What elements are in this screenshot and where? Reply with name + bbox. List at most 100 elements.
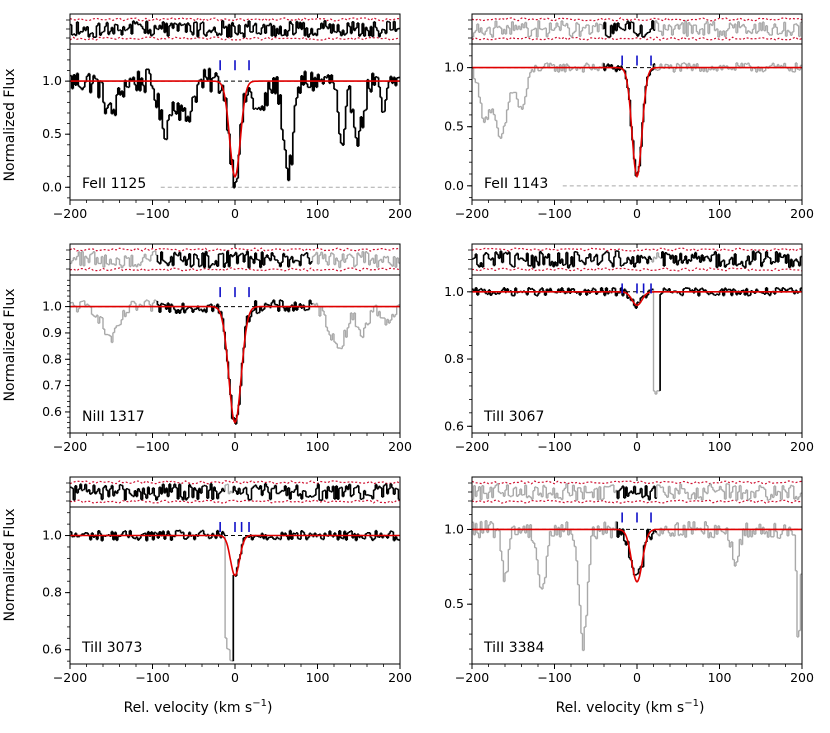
x-tick-label: −100	[537, 439, 571, 454]
residual-error-band	[70, 480, 400, 485]
residual-plot	[472, 17, 802, 41]
x-axis-unit: (km s	[213, 700, 252, 716]
flux-masked	[472, 62, 802, 139]
x-tick-label: −200	[455, 670, 489, 685]
x-axis-unit-close: )	[699, 700, 704, 716]
x-axis-unit-exponent: −1	[684, 698, 699, 709]
residual-plot	[472, 480, 802, 504]
x-tick-label: 100	[708, 439, 732, 454]
panel-1: −200 −100 0 100 200 0.0 0.5 1.0 FeII 1125	[42, 13, 412, 221]
model-fit-line	[70, 80, 400, 179]
main-plot	[70, 521, 400, 662]
residual-error-band	[70, 247, 400, 252]
panel-6: −200 −100 0 100 200 0.5 1.0 TiII 3384	[444, 476, 814, 685]
residual-plot	[472, 247, 802, 272]
flux-masked	[224, 534, 234, 662]
y-tick-label: 0.5	[42, 126, 62, 141]
x-tick-label: 0	[633, 439, 641, 454]
residual-error-band	[472, 267, 802, 272]
panel-5: −200 −100 0 100 200 0.6 0.8 1.0 TiII 3073	[42, 476, 412, 685]
x-axis-label-right: Rel. velocity (km s−1)	[556, 698, 705, 716]
ion-label: FeII 1143	[484, 176, 548, 192]
x-tick-label: 0	[633, 670, 641, 685]
ion-label: TiII 3073	[81, 640, 142, 656]
x-tick-label: 200	[388, 439, 412, 454]
residual-masked	[472, 483, 802, 501]
x-tick-label: −100	[537, 670, 571, 685]
panel-4: −200 −100 0 100 200 0.6 0.8 1.0 TiII 3067	[444, 243, 814, 454]
model-fit-line	[472, 528, 802, 583]
x-tick-label: −100	[135, 670, 169, 685]
residual-masked	[651, 252, 662, 263]
model-fit-line	[70, 534, 400, 577]
x-tick-label: −200	[53, 439, 87, 454]
x-axis-unit-exponent: −1	[252, 698, 267, 709]
flux-masked	[652, 289, 661, 395]
model-fit-line	[472, 291, 802, 307]
residual-error-band	[70, 17, 400, 22]
y-axis-label-bottom: Normalized Flux	[2, 509, 18, 622]
ion-label: TiII 3384	[483, 640, 544, 656]
x-axis-label-left: Rel. velocity (km s−1)	[124, 698, 273, 716]
residual-data	[603, 20, 656, 38]
x-tick-label: −200	[455, 206, 489, 221]
y-axis-label-middle: Normalized Flux	[2, 289, 18, 402]
residual-error-band	[472, 36, 802, 41]
residual-masked	[472, 20, 802, 38]
residual-data	[70, 483, 400, 501]
x-tick-label: 0	[633, 206, 641, 221]
x-tick-label: 0	[231, 206, 239, 221]
residual-plot	[70, 480, 400, 504]
x-tick-label: 100	[306, 670, 330, 685]
x-tick-label: −100	[135, 206, 169, 221]
residual-error-band	[472, 247, 802, 252]
main-plot	[472, 283, 802, 395]
x-axis-unit: (km s	[645, 700, 684, 716]
x-tick-label: 100	[708, 206, 732, 221]
y-tick-label: 1.0	[444, 60, 464, 75]
residual-data	[472, 250, 802, 269]
x-tick-label: −100	[135, 439, 169, 454]
flux-masked	[472, 520, 802, 652]
main-plot	[472, 55, 802, 187]
y-tick-label: 1.0	[444, 284, 464, 299]
x-tick-label: −200	[53, 670, 87, 685]
y-tick-label: 0.6	[444, 418, 464, 433]
y-tick-label: 1.0	[42, 528, 62, 543]
residual-error-band	[472, 480, 802, 485]
ion-label: TiII 3067	[483, 409, 544, 425]
y-tick-label: 0.5	[444, 596, 464, 611]
y-tick-label: 0.5	[444, 119, 464, 134]
residual-error-band	[472, 17, 802, 22]
residual-error-band	[70, 267, 400, 272]
ion-label: NiII 1317	[82, 409, 145, 425]
flux-data	[70, 67, 400, 189]
residual-error-band	[70, 36, 400, 41]
x-tick-label: 100	[708, 670, 732, 685]
x-axis-unit-close: )	[267, 700, 272, 716]
main-plot	[472, 512, 802, 652]
y-tick-label: 1.0	[42, 299, 62, 314]
y-axis-label-top: Normalized Flux	[2, 69, 18, 182]
y-tick-label: 0.0	[444, 178, 464, 193]
residual-data	[70, 20, 400, 38]
residual-plot	[70, 17, 400, 41]
x-tick-label: 100	[306, 206, 330, 221]
residual-data	[156, 250, 313, 269]
model-fit-line	[70, 305, 400, 424]
y-tick-label: 0.8	[42, 585, 62, 600]
panels-group: −200 −100 0 100 200 0.0 0.5 1.0 FeII 1125 −200 −10…	[42, 13, 814, 685]
residual-error-band	[70, 499, 400, 504]
panel-2: −200 −100 0 100 200 0.0 0.5 1.0 FeII 1143	[444, 13, 814, 221]
main-plot	[70, 60, 400, 189]
x-tick-label: 200	[790, 206, 814, 221]
x-tick-label: −200	[455, 439, 489, 454]
x-tick-label: 0	[231, 439, 239, 454]
x-tick-label: −200	[53, 206, 87, 221]
x-tick-label: 200	[790, 670, 814, 685]
model-fit-line	[472, 66, 802, 179]
residual-error-band	[472, 499, 802, 504]
x-tick-label: 200	[790, 439, 814, 454]
panel-3: −200 −100 0 100 200 0.6 0.7 0.8 0.9 1.0 NiII 1317	[42, 243, 412, 454]
